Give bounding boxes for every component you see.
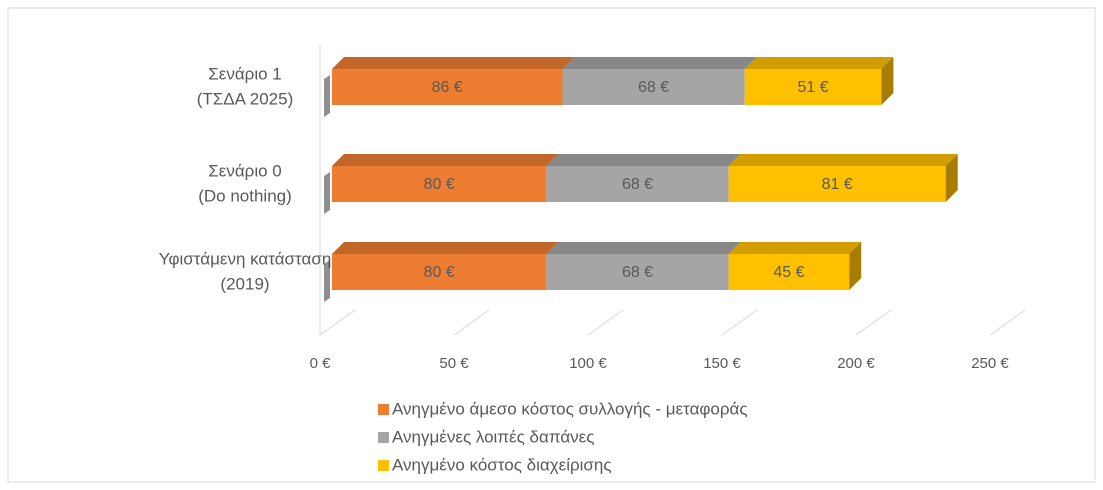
- bar-front: [546, 166, 729, 202]
- bar-segment: [728, 154, 958, 202]
- value-label: 68 €: [638, 79, 669, 96]
- bar-front: [332, 166, 547, 202]
- grid-line: [721, 309, 758, 336]
- bar-front: [332, 254, 547, 290]
- x-tick-label: 100 €: [569, 355, 607, 372]
- legend-label: Ανηγμένο κόστος διαχείρισης: [392, 455, 612, 474]
- x-tick-label: 150 €: [703, 355, 741, 372]
- category-label: (ΤΣΔΑ 2025): [197, 89, 294, 108]
- bar-side: [945, 154, 958, 202]
- bar-front: [562, 69, 745, 105]
- bar-front: [744, 69, 882, 105]
- value-label: 80 €: [424, 264, 455, 281]
- bar-segment: [332, 57, 575, 105]
- bar-top: [546, 154, 741, 166]
- bar-front: [728, 254, 850, 290]
- category-label: Σενάριο 0: [208, 161, 282, 180]
- value-label: 80 €: [424, 176, 455, 193]
- grid-line: [989, 309, 1026, 336]
- grid-line: [855, 309, 892, 336]
- bar-top: [332, 242, 559, 254]
- value-label: 51 €: [797, 79, 828, 96]
- bar-front: [546, 254, 729, 290]
- grid-line: [587, 309, 624, 336]
- bar-segment: [546, 242, 741, 290]
- value-label: 68 €: [622, 176, 653, 193]
- grid-line: [453, 309, 490, 336]
- value-label: 86 €: [432, 79, 463, 96]
- bar-segment: [744, 57, 894, 105]
- bar-shadow: [324, 260, 330, 302]
- category-label: (Do nothing): [198, 186, 292, 205]
- bar-side: [849, 242, 862, 290]
- x-tick-label: 50 €: [439, 355, 469, 372]
- bar-front: [332, 69, 563, 105]
- legend-label: Ανηγμένο άμεσο κόστος συλλογής - μεταφορ…: [392, 399, 748, 418]
- legend-swatch: [378, 432, 389, 443]
- legend-swatch: [378, 460, 389, 471]
- value-label: 81 €: [822, 176, 853, 193]
- bar-segment: [332, 154, 559, 202]
- bar-top: [332, 57, 575, 69]
- x-tick-label: 0 €: [310, 355, 332, 372]
- bar-top: [744, 57, 894, 69]
- bar-shadow: [324, 75, 330, 117]
- bar-shadow: [324, 172, 330, 214]
- value-label: 45 €: [773, 264, 804, 281]
- legend-swatch: [378, 404, 389, 415]
- bar-segment: [562, 57, 757, 105]
- bar-top: [728, 242, 862, 254]
- bar-segment: [546, 154, 741, 202]
- x-tick-label: 200 €: [837, 355, 875, 372]
- category-label: Σενάριο 1: [208, 64, 282, 83]
- legend-label: Ανηγμένες λοιπές δαπάνες: [392, 427, 594, 446]
- grid-line: [319, 309, 356, 336]
- bar-segment: [728, 242, 862, 290]
- bar-side: [881, 57, 894, 105]
- bar-front: [728, 166, 946, 202]
- bar-top: [728, 154, 958, 166]
- bar-top: [562, 57, 757, 69]
- x-tick-label: 250 €: [971, 355, 1009, 372]
- category-label: (2019): [220, 274, 269, 293]
- bar-segment: [332, 242, 559, 290]
- category-label: Υφιστάμενη κατάσταση: [159, 249, 332, 268]
- value-label: 68 €: [622, 264, 653, 281]
- bar-top: [332, 154, 559, 166]
- bar-top: [546, 242, 741, 254]
